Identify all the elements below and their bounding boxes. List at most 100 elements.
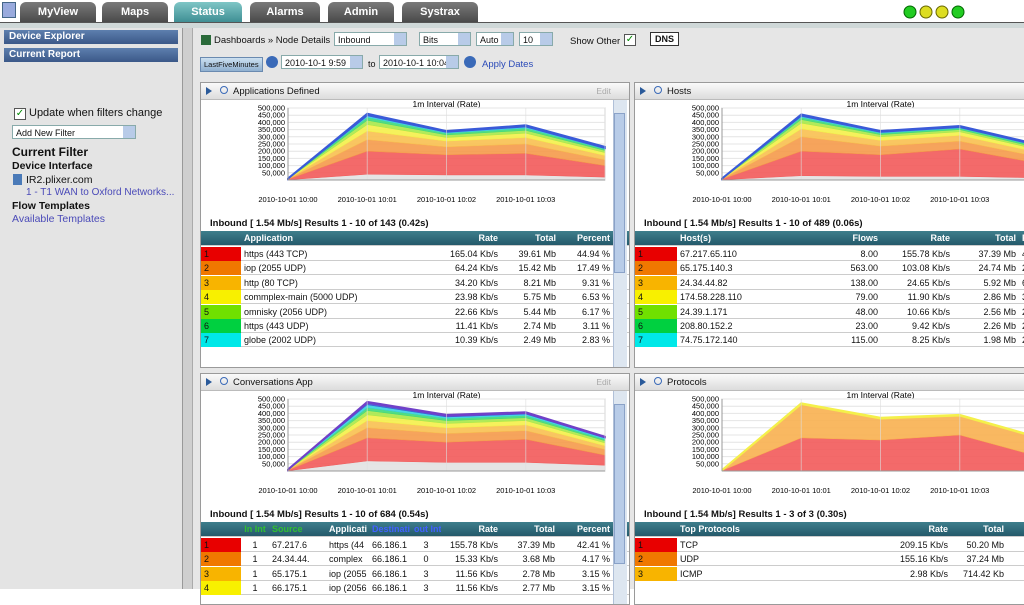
table-cell: 50.20 Mb [966, 540, 1004, 550]
table-cell: 0 [423, 554, 429, 565]
start-date[interactable]: 2010-10-1 9:59 [281, 55, 363, 69]
edit-link[interactable]: Edit [596, 86, 611, 96]
results-summary: Inbound [ 1.54 Mb/s] Results 1 - 10 of 6… [210, 509, 429, 520]
scale-select[interactable]: Auto [476, 32, 514, 46]
column-header: Top Protocols [680, 524, 740, 534]
table-cell: 2.49 Mb [523, 335, 556, 346]
panel-title: Applications Defined [233, 86, 320, 97]
device-icon [13, 174, 22, 185]
y-tick-label: 450,000 [692, 111, 719, 120]
panel-header: Conversations App Edit [201, 374, 629, 391]
column-header: Rate [478, 524, 498, 534]
tab[interactable]: Status [174, 2, 242, 22]
y-tick-label: 500,000 [692, 395, 719, 404]
y-tick-label: 200,000 [258, 438, 285, 447]
table-row[interactable]: 2 iop (2055 UDP) 64.24 Kb/s 15.42 Mb 17.49 % [201, 261, 629, 276]
rank-cell: 6 [201, 319, 241, 333]
section-label: Device Interface [12, 160, 93, 172]
table-cell: globe (2002 UDP) [244, 335, 317, 346]
checkbox[interactable]: ✓ [14, 108, 26, 120]
column-header: Source [272, 524, 303, 534]
templates-link[interactable]: Available Templates [12, 213, 106, 225]
table-row[interactable]: 3 ICMP 2.98 Kb/s 714.42 Kb [635, 566, 1024, 581]
dns-button[interactable]: DNS [650, 32, 680, 46]
tab[interactable]: MyView [20, 2, 96, 22]
chart-subtitle: 1m Interval (Rate) [846, 99, 914, 109]
table-cell: 11.90 Kb/s [907, 292, 950, 303]
table-row[interactable]: 1 TCP 209.15 Kb/s 50.20 Mb [635, 538, 1024, 552]
tab[interactable]: Alarms [250, 2, 320, 22]
table-row[interactable]: 324.34.44.82 138.00 24.65 Kb/s 5.92 Mb6.7 [635, 275, 1024, 290]
y-tick-label: 250,000 [258, 431, 285, 440]
app-icon [2, 2, 16, 18]
table-row[interactable]: 4 commplex-main (5000 UDP) 23.98 Kb/s 5.75 … [201, 290, 629, 305]
x-tick-label: 2010-10-01 10:00 [692, 195, 751, 204]
panel-header: Hosts [635, 83, 1024, 100]
tab[interactable]: Admin [328, 2, 394, 22]
table-cell: 42.4 [1019, 247, 1024, 261]
scroll-thumb[interactable] [614, 113, 625, 273]
device-name[interactable]: IR2.plixer.com [26, 174, 93, 186]
stacked-area [721, 402, 1024, 471]
table-row[interactable]: 3 1 65.175.1 iop (2055 66.186.1 3 11.56 Kb/s 2.… [201, 566, 629, 581]
tab-strip [0, 22, 1024, 29]
table-row[interactable]: 167.217.65.110 8.00 155.78 Kb/s 37.39 Mb42.… [635, 247, 1024, 261]
tab[interactable]: Maps [102, 2, 168, 22]
table-row[interactable]: 7 globe (2002 UDP) 10.39 Kb/s 2.49 Mb 2.83 % [201, 333, 629, 348]
table-row[interactable]: 3 http (80 TCP) 34.20 Kb/s 8.21 Mb 9.31 % [201, 275, 629, 290]
scroll-thumb[interactable] [614, 404, 625, 564]
table-row[interactable]: 524.39.1.171 48.00 10.66 Kb/s 2.56 Mb2.9 [635, 304, 1024, 319]
table-cell: 6.17 % [581, 306, 610, 317]
table-cell: 66.186.1 [372, 540, 408, 550]
table-row[interactable]: 265.175.140.3 563.00 103.08 Kb/s 24.74 Mb28… [635, 261, 1024, 276]
chart-subtitle: 1m Interval (Rate) [412, 390, 480, 400]
table-cell: iop (2055 UDP) [244, 263, 307, 274]
table-cell: 1 [252, 554, 258, 565]
results-summary: Inbound [ 1.54 Mb/s] Results 1 - 10 of 1… [210, 218, 429, 229]
chart: 1m Interval (Rate)50,000100,000150,00020… [692, 99, 1024, 204]
panel-header: Applications Defined Edit [201, 83, 629, 100]
column-header: Application [244, 233, 293, 243]
splitter[interactable] [183, 28, 193, 589]
breadcrumb[interactable]: Dashboards » Node Details [214, 35, 331, 46]
unit-select[interactable]: Bits [419, 32, 471, 46]
x-tick-label: 2010-10-01 10:03 [496, 486, 555, 495]
checkbox[interactable]: ✓ [624, 34, 636, 46]
table-row[interactable]: 1 https (443 TCP) 165.04 Kb/s 39.61 Mb 44.94… [201, 247, 629, 261]
column-header: Destinati [372, 524, 411, 534]
next-button[interactable] [464, 56, 476, 68]
range-button[interactable]: LastFiveMinutes [200, 57, 263, 72]
table-row[interactable]: 5 omnisky (2056 UDP) 22.66 Kb/s 5.44 Mb 6.17… [201, 304, 629, 319]
filter-select[interactable]: Add New Filter [12, 125, 136, 139]
column-header: Percent [576, 233, 610, 243]
column-header: Rate [928, 524, 948, 534]
tab[interactable]: Systrax [402, 2, 478, 22]
table-row[interactable]: 2 1 24.34.44. complex 66.186.1 0 15.33 Kb/s 3.6… [201, 552, 629, 567]
count-select[interactable]: 10 [519, 32, 553, 46]
table-row[interactable]: 2 UDP 155.16 Kb/s 37.24 Mb [635, 552, 1024, 567]
table-cell: 24.34.44. [272, 554, 310, 565]
prev-button[interactable] [266, 56, 278, 68]
rank-cell: 2 [201, 261, 241, 276]
y-tick-label: 100,000 [258, 161, 285, 170]
apply-link[interactable]: Apply Dates [482, 59, 534, 70]
sidebar-header[interactable]: Current Report [4, 48, 178, 62]
direction-select[interactable]: Inbound [334, 32, 407, 46]
table-cell: 5.75 Mb [523, 292, 556, 303]
table-row[interactable]: 1 1 67.217.6 https (44 66.186.1 3 155.78 Kb/s 3… [201, 538, 629, 552]
edit-link[interactable]: Edit [596, 377, 611, 387]
header-cell [201, 522, 241, 536]
table-row[interactable]: 6 https (443 UDP) 11.41 Kb/s 2.74 Mb 3.11 % [201, 319, 629, 333]
table-row[interactable]: 4 1 66.175.1 iop (2056 66.186.1 3 11.56 Kb/s 2.… [201, 581, 629, 596]
collapse-icon [206, 378, 212, 386]
interface-link[interactable]: 1 - T1 WAN to Oxford Networks... [26, 187, 175, 198]
table-cell: 103.08 Kb/s [901, 263, 950, 274]
dash-icon [201, 35, 211, 45]
table-row[interactable]: 774.75.172.140 115.00 8.25 Kb/s 1.98 Mb2.2 [635, 333, 1024, 348]
table-cell: 44.94 % [576, 249, 610, 259]
sidebar-header[interactable]: Device Explorer [4, 30, 178, 44]
end-date[interactable]: 2010-10-1 10:04 [379, 55, 459, 69]
